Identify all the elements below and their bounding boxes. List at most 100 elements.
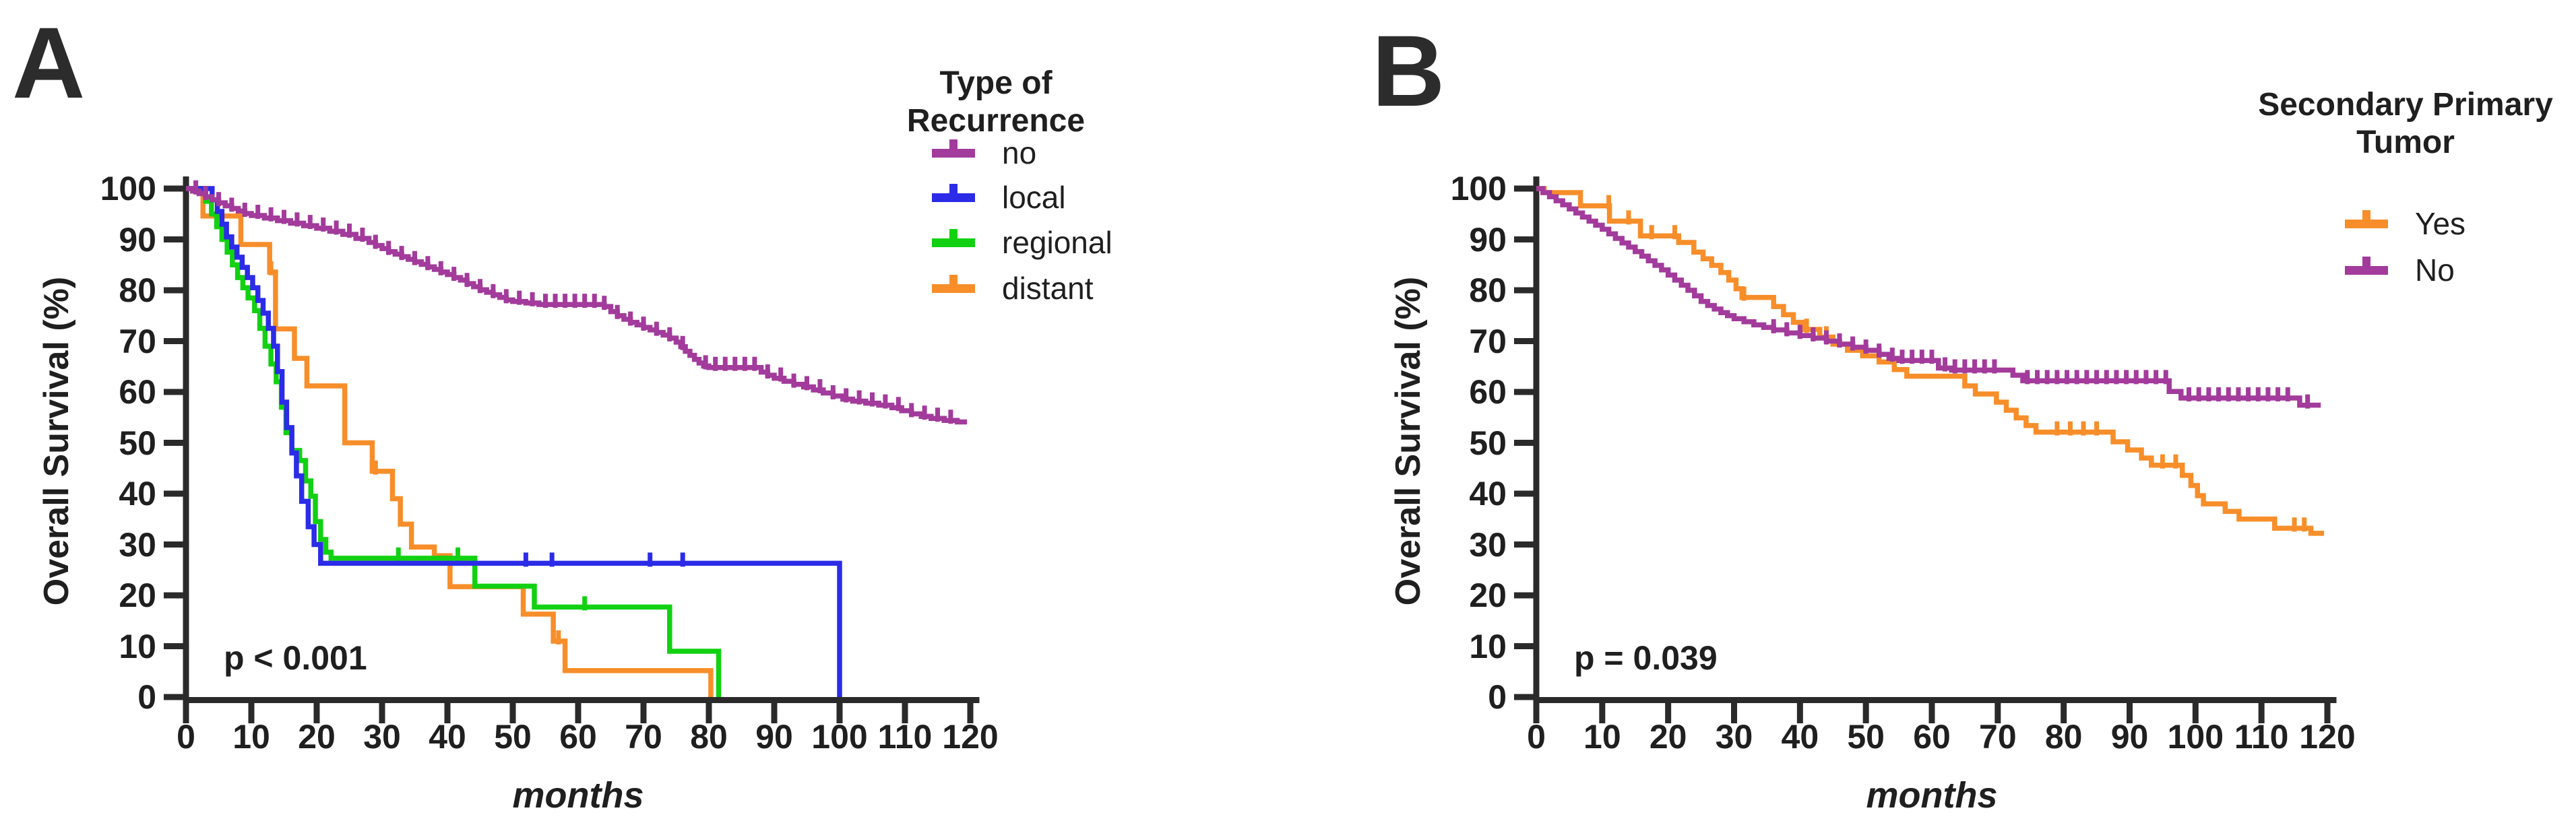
- panel-b-legend-title-line1: Secondary Primary: [2258, 87, 2553, 123]
- censor-tick-no: [572, 294, 577, 308]
- y-tick-mark: [1514, 490, 1534, 497]
- x-tick-mark: [313, 703, 320, 723]
- y-axis-line: [183, 176, 189, 703]
- series-local: [186, 186, 842, 697]
- y-tick-label: 40: [1469, 475, 1507, 513]
- x-tick-label: 0: [177, 718, 195, 756]
- censor-tick-Yes: [2302, 517, 2307, 532]
- censor-tick-no: [307, 215, 313, 230]
- censor-tick-No: [2246, 387, 2251, 402]
- y-tick-mark: [164, 389, 183, 395]
- censor-tick-No: [1929, 350, 1935, 364]
- censor-tick-no: [386, 240, 391, 255]
- censor-tick-no: [680, 335, 685, 350]
- censor-tick-No: [2104, 370, 2109, 385]
- censor-tick-no: [909, 403, 914, 418]
- censor-tick-no: [922, 405, 927, 420]
- x-tick-label: 80: [690, 718, 728, 756]
- censor-tick-Yes: [1741, 286, 1747, 301]
- censor-tick-No: [1972, 359, 1978, 374]
- no-line-swatch-icon: [932, 139, 975, 158]
- local-line-swatch-icon: [932, 183, 975, 202]
- censor-tick-No: [2236, 387, 2241, 402]
- censor-tick-no: [491, 284, 496, 298]
- panel-a-legend-title: Type of Recurrence: [906, 65, 1086, 139]
- censor-tick-no: [425, 256, 431, 271]
- censor-tick-No: [1899, 350, 1905, 364]
- censor-tick-No: [2044, 370, 2050, 385]
- legend-item-yes: Yes: [2345, 205, 2465, 242]
- x-tick-mark: [2127, 703, 2133, 723]
- x-tick-label: 90: [2110, 718, 2149, 756]
- regional-line-swatch-icon: [932, 228, 975, 247]
- panel-a-label: A: [12, 6, 86, 119]
- censor-tick-no: [805, 376, 809, 391]
- y-tick-label: 50: [119, 424, 156, 462]
- x-tick-mark: [1665, 703, 1672, 723]
- censor-tick-No: [2216, 387, 2222, 402]
- censor-tick-no: [883, 394, 888, 409]
- x-tick-label: 60: [1913, 718, 1951, 756]
- legend-item-label: local: [1002, 180, 1066, 215]
- censor-tick-Yes: [1626, 210, 1631, 225]
- censor-tick-Yes: [2173, 454, 2178, 469]
- x-tick-mark: [1599, 703, 1606, 723]
- censor-tick-no: [703, 355, 708, 370]
- censor-tick-no: [628, 311, 633, 326]
- legend-item-label: No: [2415, 253, 2455, 288]
- x-tick-label: 120: [942, 718, 999, 756]
- panel-b-legend: Secondary Primary Tumor Yes No: [2244, 86, 2567, 288]
- censor-tick-regional: [582, 596, 588, 611]
- distant-line-swatch-icon: [932, 274, 975, 293]
- censor-tick-No: [2305, 394, 2311, 409]
- censor-tick-no: [543, 294, 548, 308]
- censor-tick-icon: [949, 228, 957, 247]
- legend-item-label: distant: [1002, 271, 1094, 306]
- x-tick-label: 100: [811, 718, 868, 756]
- censor-tick-No: [1877, 343, 1882, 358]
- x-tick-label: 120: [2299, 718, 2356, 756]
- censor-tick-no: [592, 294, 597, 308]
- y-tick-mark: [1514, 389, 1534, 395]
- y-tick-label: 80: [119, 271, 156, 309]
- censor-tick-No: [1982, 359, 1987, 374]
- x-tick-label: 100: [2167, 718, 2224, 756]
- y-tick-mark: [1514, 643, 1534, 649]
- censor-tick-No: [2065, 370, 2070, 385]
- censor-tick-no: [791, 373, 796, 388]
- censor-tick-no: [602, 296, 607, 310]
- censor-tick-no: [641, 317, 646, 331]
- x-tick-mark: [1994, 703, 2001, 723]
- legend-item-regional: regional: [932, 224, 1112, 261]
- censor-tick-No: [1771, 319, 1776, 333]
- censor-tick-no: [282, 209, 286, 224]
- censor-tick-No: [2206, 387, 2211, 402]
- censor-tick-no: [517, 290, 522, 305]
- y-tick-mark: [164, 694, 183, 700]
- censor-tick-no: [373, 234, 378, 249]
- censor-tick-no: [478, 279, 482, 294]
- x-tick-label: 110: [2234, 718, 2289, 756]
- y-tick-label: 40: [119, 475, 156, 513]
- x-tick-label: 70: [1979, 718, 2017, 756]
- censor-tick-no: [742, 356, 747, 371]
- censor-tick-distant: [268, 261, 274, 275]
- x-tick-label: 20: [1649, 718, 1687, 756]
- censor-tick-no: [334, 220, 339, 235]
- censor-tick-no: [817, 378, 823, 393]
- censor-tick-no: [722, 356, 728, 371]
- y-tick-label: 100: [100, 170, 156, 207]
- x-tick-mark: [1533, 703, 1540, 723]
- censor-tick-no: [203, 186, 208, 201]
- y-tick-mark: [164, 541, 183, 548]
- series-No: [1536, 186, 2321, 408]
- panel-a-plot: [164, 176, 980, 723]
- x-tick-label: 110: [877, 718, 933, 756]
- censor-tick-icon: [2362, 256, 2370, 275]
- legend-item-local: local: [932, 179, 1066, 216]
- censor-tick-No: [2084, 370, 2090, 385]
- censor-tick-No: [1837, 333, 1842, 348]
- censor-tick-no: [563, 294, 568, 308]
- x-tick-mark: [183, 703, 189, 723]
